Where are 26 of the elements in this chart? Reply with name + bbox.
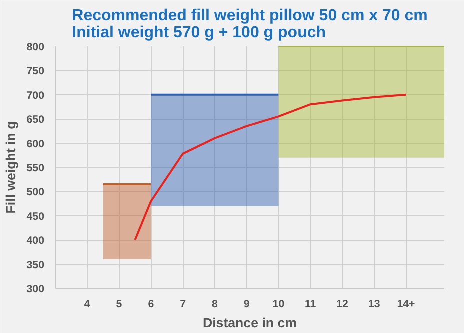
x-tick-label: 4 (84, 298, 90, 310)
chart-title: Recommended fill weight pillow 50 cm x 70 cm Initial weight 570 g + 100 g pouch (72, 8, 428, 42)
x-tick-label: 11 (304, 298, 316, 310)
y-tick-label: 450 (26, 210, 45, 223)
y-tick-label: 800 (26, 42, 45, 54)
y-tick-label: 350 (26, 259, 45, 272)
x-tick-label: 5 (116, 298, 122, 310)
x-tick-label: 12 (336, 298, 348, 310)
x-tick-label: 6 (148, 298, 154, 310)
x-axis-title: Distance in cm (202, 316, 298, 330)
y-tick-label: 600 (26, 138, 45, 150)
x-tick-label: 13 (368, 298, 380, 310)
y-tick-label: 500 (26, 186, 45, 199)
y-tick-label: 750 (26, 66, 45, 78)
line-series (134, 94, 408, 242)
x-tick-label: 8 (212, 298, 218, 310)
x-tick-label: 7 (180, 298, 186, 310)
y-tick-label: 550 (26, 162, 45, 174)
x-tick-label: 9 (244, 298, 250, 310)
x-tick-label: 14+ (397, 298, 416, 310)
y-tick-label: 400 (26, 235, 45, 248)
y-tick-label: 700 (26, 90, 45, 102)
x-tick-label: 10 (272, 298, 285, 310)
y-axis-title: Fill weight in g (4, 121, 19, 214)
y-tick-label: 650 (26, 114, 45, 126)
y-tick-label: 300 (26, 284, 45, 296)
